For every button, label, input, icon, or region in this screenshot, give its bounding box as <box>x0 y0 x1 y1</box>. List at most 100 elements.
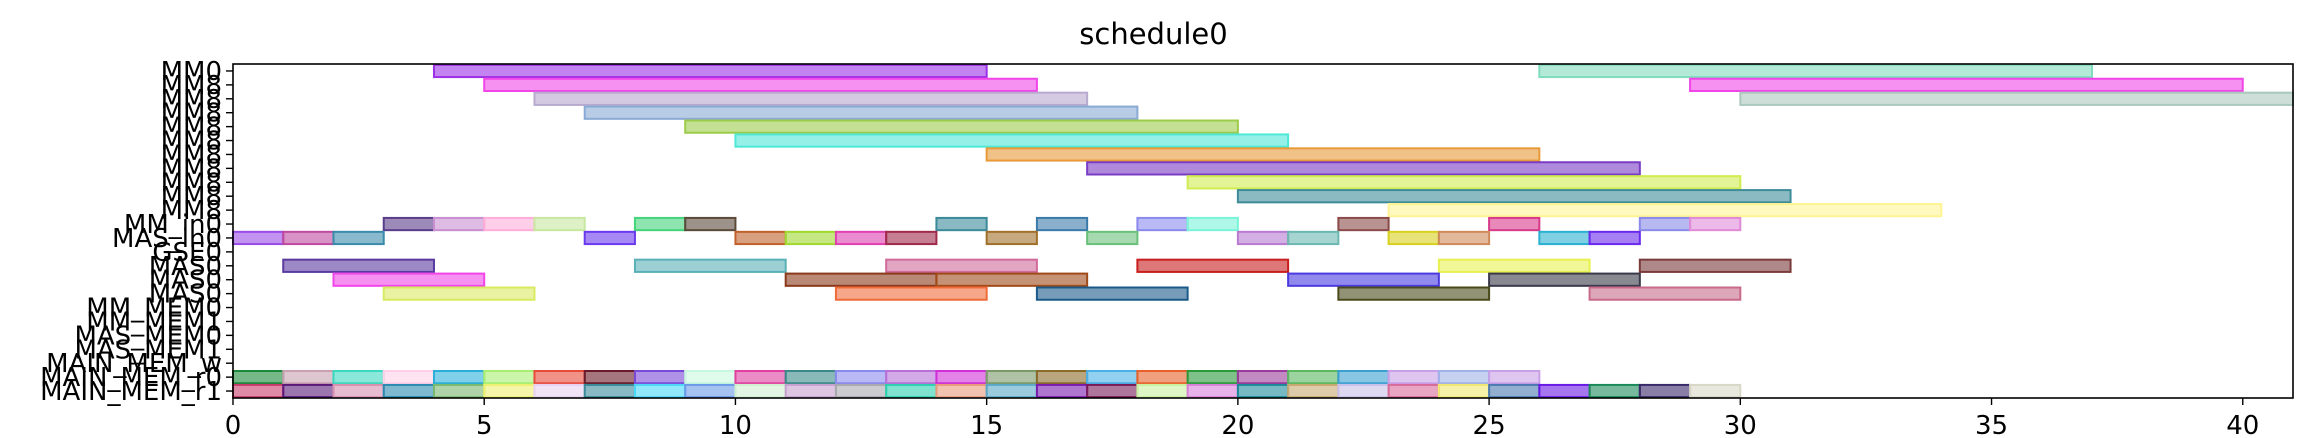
y-tick-label: MM8 <box>161 168 222 198</box>
gantt-bar <box>232 230 285 246</box>
gantt-bar-mem-r <box>332 383 385 399</box>
gantt-bar-mem-w <box>232 370 285 385</box>
gantt-bar <box>734 230 787 246</box>
gantt-bar <box>1086 161 1641 176</box>
gantt-bar-mem-r <box>1488 383 1541 399</box>
y-tick-label: MM_in0 <box>124 210 222 240</box>
gantt-bar-mem-w <box>935 370 988 385</box>
gantt-bar <box>1538 230 1591 246</box>
y-tick-label: MM8 <box>161 99 222 129</box>
gantt-bar <box>583 230 636 246</box>
y-tick-label: MM8 <box>161 154 222 184</box>
y-tick-label: MAS0 <box>149 280 222 310</box>
gantt-bar-mem-r <box>583 383 636 399</box>
gantt-bar-mem-r <box>1387 383 1440 399</box>
gantt-bar <box>935 272 1089 287</box>
gantt-bar-mem-r <box>734 383 787 399</box>
gantt-bar <box>282 258 435 273</box>
gantt-bar <box>1488 216 1541 232</box>
gantt-bar-mem-r <box>483 383 536 399</box>
gantt-bar-mem-w <box>382 370 435 385</box>
gantt-bar-mem-r <box>1086 383 1139 399</box>
y-tick-label: MM8 <box>161 196 222 226</box>
chart-title: schedule0 <box>1079 17 1227 51</box>
gantt-bar <box>885 258 1038 273</box>
gantt-bar-mem-w <box>885 370 938 385</box>
y-tick-label: MAS0 <box>149 252 222 282</box>
x-tick-label: 5 <box>476 411 493 438</box>
gantt-bar <box>1337 286 1491 301</box>
gantt-bar-mem-w <box>1437 370 1491 385</box>
gantt-bar <box>282 230 335 246</box>
x-tick-label: 10 <box>719 411 752 438</box>
x-tick-label: 20 <box>1221 411 1254 438</box>
gantt-bar-mem-w <box>1488 370 1541 385</box>
gantt-bar <box>332 230 385 246</box>
bars-layer <box>232 63 2294 399</box>
gantt-bar <box>784 272 938 287</box>
gantt-bar-mem-w <box>985 370 1038 385</box>
gantt-bar <box>432 216 486 232</box>
gantt-bar <box>1387 203 1943 218</box>
gantt-bar <box>1136 258 1290 273</box>
gantt-bar-mem-r <box>885 383 938 399</box>
gantt-bar <box>1186 175 1742 190</box>
gantt-bar-mem-r <box>1337 383 1390 399</box>
gantt-bar <box>684 216 737 232</box>
gantt-bar-mem-w <box>1236 370 1290 385</box>
gantt-bar-mem-w <box>784 370 837 385</box>
gantt-bar <box>885 230 938 246</box>
gantt-bar <box>784 230 837 246</box>
gantt-bar <box>1437 230 1491 246</box>
gantt-bar <box>1337 216 1390 232</box>
gantt-bar <box>1739 91 2294 106</box>
gantt-bar-mem-w <box>432 370 486 385</box>
gantt-bar <box>1236 189 1792 204</box>
gantt-bar <box>935 216 988 232</box>
y-tick-label: MM8 <box>161 71 222 101</box>
y-tick-label: MAIN_MEM_r0 <box>40 363 222 393</box>
gantt-bar-mem-r <box>784 383 837 399</box>
x-axis: 0 5 10 15 20 25 30 35 40 <box>225 398 2259 438</box>
y-tick-label: MAS_MEM1 <box>74 335 222 365</box>
gantt-bar <box>1538 63 2094 79</box>
y-tick-label: MAS_MEM0 <box>74 321 222 351</box>
y-tick-label: MM8 <box>161 127 222 157</box>
gantt-bar-mem-r <box>1236 383 1290 399</box>
y-tick-label: MAS_in0 <box>112 224 222 254</box>
gantt-bar <box>734 133 1290 148</box>
gantt-bar-mem-w <box>1337 370 1390 385</box>
gantt-bar-mem-r <box>834 383 888 399</box>
gantt-bar <box>382 216 435 232</box>
gantt-bar <box>1136 216 1189 232</box>
gantt-bar-mem-r <box>382 383 435 399</box>
gantt-bar <box>1588 230 1641 246</box>
x-tick-label: 15 <box>970 411 1003 438</box>
gantt-bar <box>1689 216 1742 232</box>
gantt-bar <box>985 147 1541 162</box>
gantt-bar <box>533 91 1089 106</box>
gantt-bar <box>1638 216 1692 232</box>
gantt-bar-mem-r <box>432 383 486 399</box>
gantt-bar-mem-r <box>985 383 1038 399</box>
gantt-bar-mem-w <box>282 370 335 385</box>
gantt-bar-mem-r <box>232 383 285 399</box>
gantt-bar-mem-r <box>935 383 988 399</box>
gantt-bar-mem-w <box>1387 370 1440 385</box>
gantt-bar-mem-w <box>1086 370 1139 385</box>
y-tick-label: MAS0 <box>149 266 222 296</box>
gantt-bar <box>684 119 1239 134</box>
x-tick-label: 35 <box>1975 411 2008 438</box>
gantt-bar <box>1689 77 2244 92</box>
gantt-bar <box>1287 230 1340 246</box>
gantt-bar-mem-w <box>483 370 536 385</box>
gantt-bar <box>1035 216 1089 232</box>
gantt-bar-mem-w <box>1287 370 1340 385</box>
gantt-bar-mem-r <box>1186 383 1239 399</box>
y-tick-label: MM8 <box>161 113 222 143</box>
gantt-bar <box>633 216 687 232</box>
x-tick-label: 40 <box>2226 411 2259 438</box>
gantt-bar <box>332 272 486 287</box>
gantt-bar <box>1287 272 1440 287</box>
gantt-bar-mem-r <box>1638 383 1692 399</box>
